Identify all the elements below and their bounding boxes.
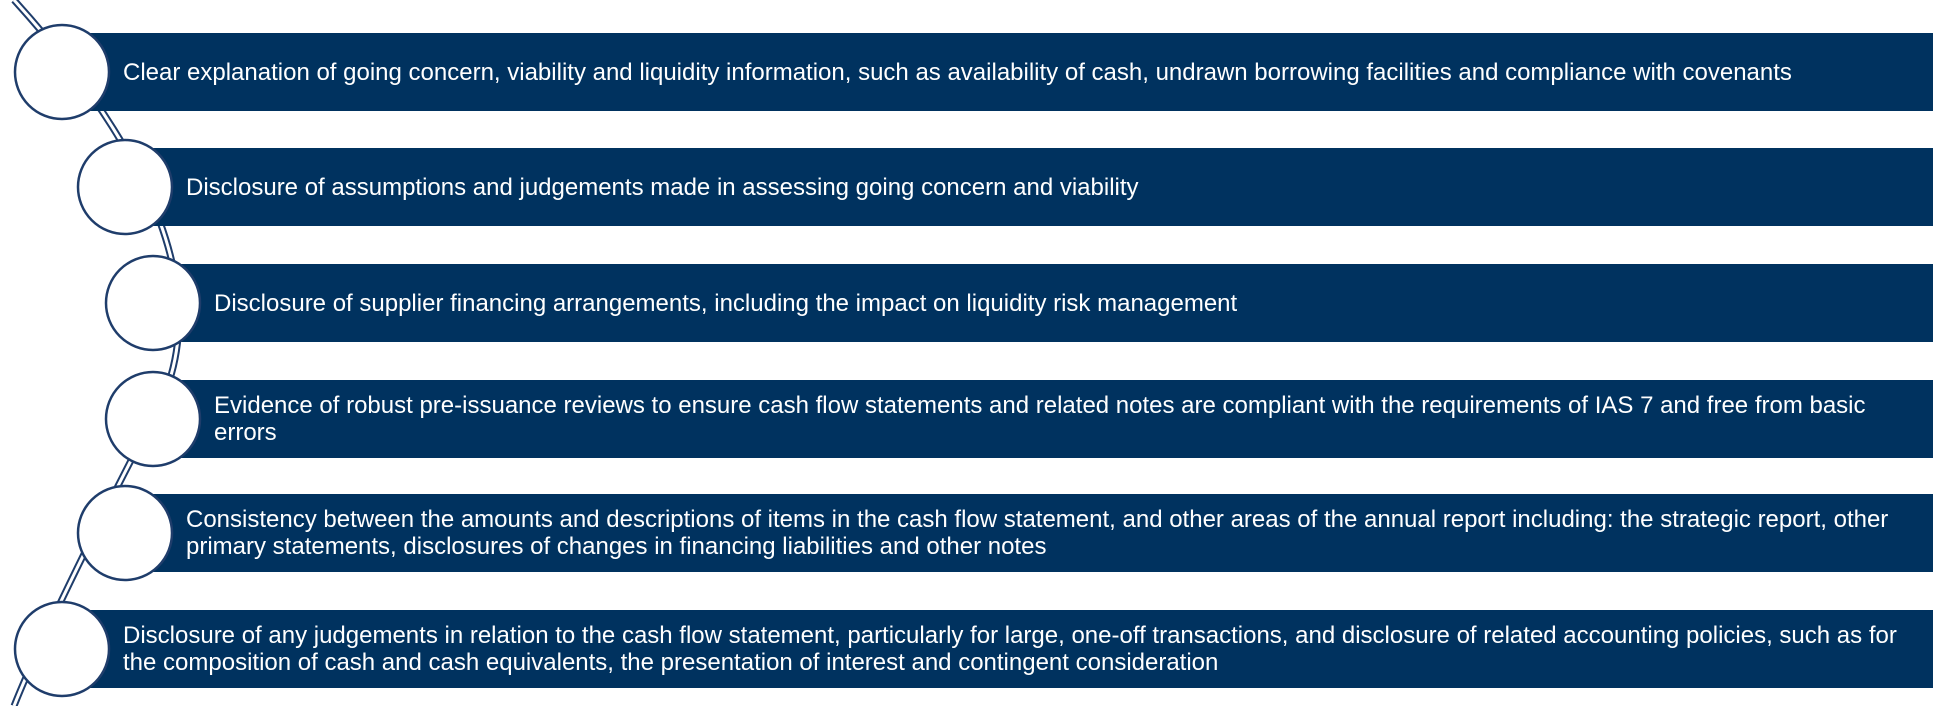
item-circle <box>13 600 111 698</box>
item-text: Disclosure of any judgements in relation… <box>123 622 1897 676</box>
item-text: Evidence of robust pre-issuance reviews … <box>214 392 1866 446</box>
item-bar: Consistency between the amounts and desc… <box>125 494 1933 572</box>
item-circle <box>104 370 202 468</box>
item-circle <box>76 484 174 582</box>
item-circle <box>76 138 174 236</box>
item-bar: Clear explanation of going concern, viab… <box>62 33 1933 111</box>
item-text: Clear explanation of going concern, viab… <box>123 58 1792 86</box>
item-text: Disclosure of assumptions and judgements… <box>186 173 1139 201</box>
item-circle <box>104 254 202 352</box>
item-bar: Disclosure of supplier financing arrange… <box>153 264 1933 342</box>
item-bar: Evidence of robust pre-issuance reviews … <box>153 380 1933 458</box>
item-circle <box>13 23 111 121</box>
item-text: Consistency between the amounts and desc… <box>186 506 1889 560</box>
item-text: Disclosure of supplier financing arrange… <box>214 289 1238 317</box>
item-bar: Disclosure of any judgements in relation… <box>62 610 1933 688</box>
item-bar: Disclosure of assumptions and judgements… <box>125 148 1933 226</box>
